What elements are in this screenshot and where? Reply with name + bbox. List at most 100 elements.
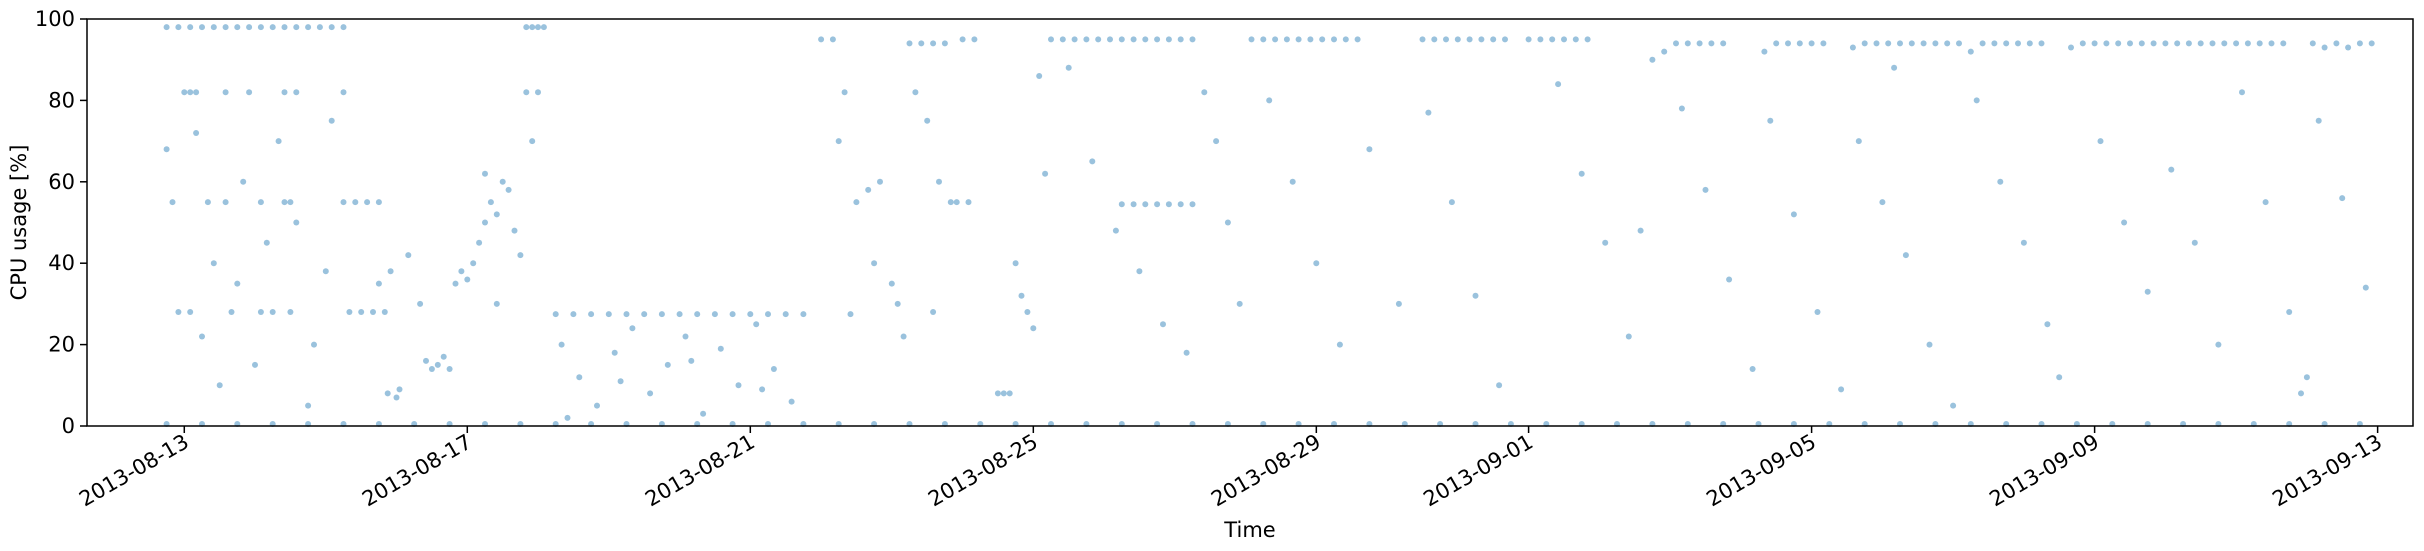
data-point <box>906 40 913 47</box>
data-point <box>1496 382 1503 389</box>
data-point <box>517 252 524 259</box>
data-point <box>1796 40 1803 47</box>
data-point <box>210 24 217 31</box>
data-point <box>540 24 547 31</box>
data-point <box>340 24 347 31</box>
data-point <box>487 199 494 206</box>
data-point <box>1891 64 1898 71</box>
data-point <box>2150 40 2157 47</box>
data-point <box>163 24 170 31</box>
data-point <box>1030 325 1037 332</box>
data-point <box>535 89 541 96</box>
data-point <box>204 199 211 206</box>
data-point <box>694 311 701 318</box>
data-point <box>328 24 335 31</box>
data-point <box>281 199 288 206</box>
data-point <box>1861 40 1868 47</box>
data-point <box>263 239 270 246</box>
data-point <box>717 345 724 352</box>
data-point <box>293 89 300 96</box>
data-point <box>275 138 282 145</box>
data-point <box>2321 44 2328 51</box>
data-point <box>1490 36 1497 43</box>
data-point <box>900 333 907 340</box>
data-point <box>1272 36 1279 43</box>
data-point <box>1584 36 1591 43</box>
data-point <box>1472 292 1479 299</box>
data-point <box>835 138 842 145</box>
data-point <box>770 366 777 372</box>
data-point <box>1160 321 1166 328</box>
data-point <box>682 333 689 340</box>
data-point <box>305 402 312 409</box>
data-point <box>1838 386 1845 393</box>
data-point <box>1071 36 1078 43</box>
data-point <box>1720 40 1727 47</box>
data-point <box>2298 390 2304 397</box>
data-point <box>257 24 264 31</box>
data-point <box>617 378 624 385</box>
data-point <box>428 366 435 372</box>
data-point <box>1366 146 1373 153</box>
data-point <box>535 24 541 31</box>
data-point <box>1950 402 1957 409</box>
data-point <box>228 309 235 315</box>
data-point <box>2191 239 2198 246</box>
data-point <box>1313 260 1320 267</box>
data-point <box>181 89 188 96</box>
data-point <box>511 227 518 234</box>
data-point <box>2079 40 2086 47</box>
data-point <box>2345 44 2352 51</box>
y-tick-label: 0 <box>62 414 75 438</box>
data-point <box>2339 195 2346 202</box>
data-point <box>1342 36 1349 43</box>
data-point <box>1112 227 1119 234</box>
data-point <box>529 138 536 145</box>
data-point <box>281 24 288 31</box>
data-point <box>396 386 403 393</box>
y-tick-label: 80 <box>48 88 75 112</box>
data-point <box>293 219 300 226</box>
x-tick-label: 2013-09-13 <box>2268 430 2386 512</box>
data-point <box>1790 211 1797 218</box>
data-point <box>199 333 205 340</box>
data-point <box>1183 349 1190 356</box>
data-point <box>1036 73 1043 79</box>
data-point <box>930 40 937 47</box>
data-point <box>1260 36 1267 43</box>
data-point <box>1331 36 1337 43</box>
data-point <box>1059 36 1066 43</box>
data-point <box>2168 166 2175 173</box>
data-point <box>311 341 317 348</box>
data-point <box>364 199 371 206</box>
data-point <box>800 311 807 318</box>
data-point <box>1537 36 1544 43</box>
data-point <box>2185 40 2192 47</box>
data-point <box>759 386 766 393</box>
data-point <box>1118 36 1125 43</box>
data-point <box>1118 201 1125 208</box>
y-tick-label: 20 <box>48 333 75 357</box>
data-point <box>1525 36 1532 43</box>
data-point <box>1165 201 1172 208</box>
data-point <box>605 311 612 318</box>
data-point <box>1897 40 1903 47</box>
data-point <box>2068 44 2074 51</box>
data-point <box>1130 36 1137 43</box>
data-point <box>452 280 459 287</box>
data-point <box>1879 199 1886 206</box>
data-point <box>747 311 754 318</box>
data-point <box>564 414 571 421</box>
data-point <box>1726 276 1733 283</box>
y-tick-label: 60 <box>48 170 75 194</box>
data-point <box>222 199 229 206</box>
data-point <box>1154 36 1161 43</box>
y-tick-label: 100 <box>35 7 75 31</box>
data-point <box>193 89 200 96</box>
data-point <box>629 325 636 332</box>
data-point <box>417 300 424 307</box>
data-point <box>2020 239 2027 246</box>
data-point <box>1956 40 1962 47</box>
data-point <box>1932 40 1939 47</box>
y-axis-title: CPU usage [%] <box>7 145 31 301</box>
